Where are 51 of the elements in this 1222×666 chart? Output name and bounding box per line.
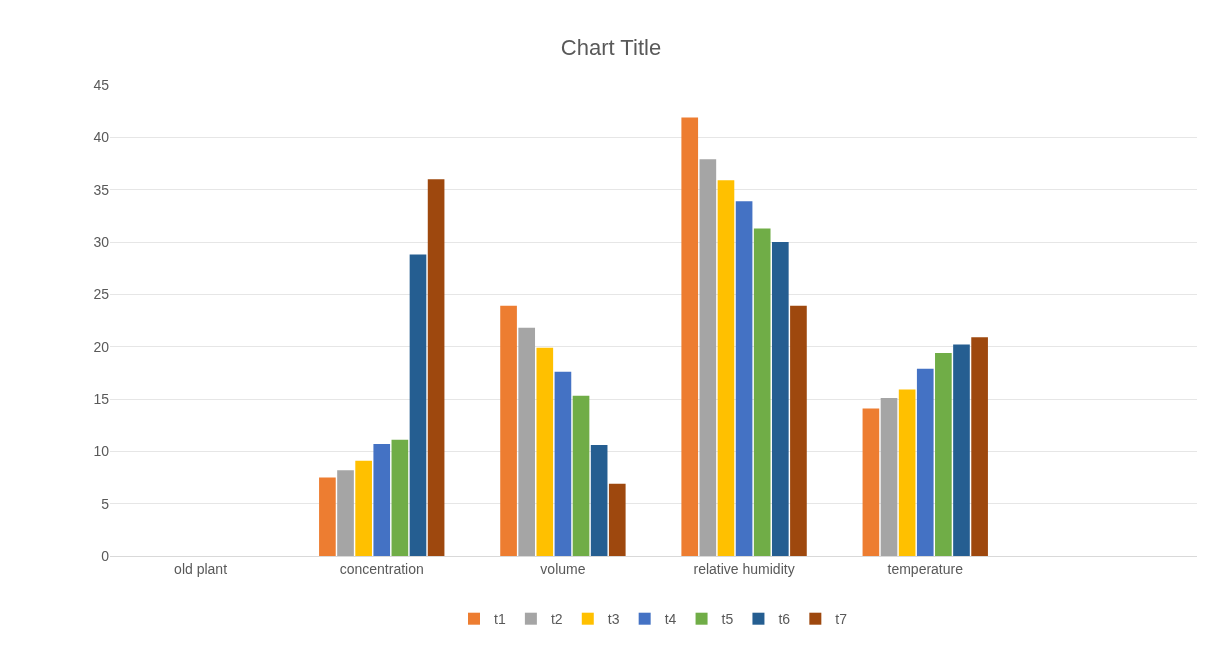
y-tick-label: 30: [93, 233, 110, 250]
chart-title: Chart Title: [560, 35, 662, 61]
y-tick-label: 5: [101, 495, 110, 512]
y-tick-label: 15: [93, 390, 110, 407]
bar: [935, 352, 952, 556]
x-tick-label: temperature: [887, 560, 964, 577]
bar: [500, 305, 517, 556]
y-tick-label: 10: [93, 443, 110, 460]
bar: [971, 337, 988, 556]
y-tick-label: 45: [93, 76, 110, 93]
y-tick-label: 35: [93, 181, 110, 198]
bar: [717, 180, 735, 556]
y-tick-label: 40: [93, 129, 110, 146]
bar: [319, 477, 336, 556]
bar: [409, 254, 427, 556]
bar: [590, 445, 608, 556]
legend-label: t1: [494, 611, 506, 628]
bar: [790, 305, 807, 556]
legend-label: t3: [607, 611, 620, 628]
x-tick-label: volume: [540, 560, 586, 577]
bar: [518, 327, 536, 556]
bar: [862, 408, 880, 556]
bar: [355, 460, 372, 556]
legend-label: t2: [550, 611, 563, 628]
x-tick-label: old plant: [174, 560, 228, 577]
bar: [427, 179, 445, 556]
bar: [536, 347, 554, 556]
legend-label: t7: [835, 611, 848, 628]
bar: [898, 389, 916, 556]
bar: [916, 368, 934, 556]
bar: [681, 117, 699, 556]
legend-label: t5: [721, 611, 734, 628]
x-tick-label: relative humidity: [693, 560, 795, 577]
bar: [735, 201, 753, 556]
bar: [337, 470, 354, 556]
y-tick-label: 25: [93, 286, 110, 303]
bar: [373, 444, 391, 556]
bar: [572, 395, 590, 556]
bar: [753, 228, 771, 556]
bar: [391, 439, 409, 556]
bar: [953, 344, 970, 556]
legend-label: t4: [664, 611, 677, 628]
bar: [608, 483, 626, 556]
legend-label: t6: [778, 611, 791, 628]
y-tick-label: 0: [101, 547, 110, 564]
y-tick-label: 20: [93, 338, 110, 355]
x-tick-label: concentration: [339, 560, 424, 577]
bar: [771, 242, 789, 556]
bar: [699, 159, 717, 556]
bar: [880, 397, 898, 556]
bar: [554, 371, 572, 556]
